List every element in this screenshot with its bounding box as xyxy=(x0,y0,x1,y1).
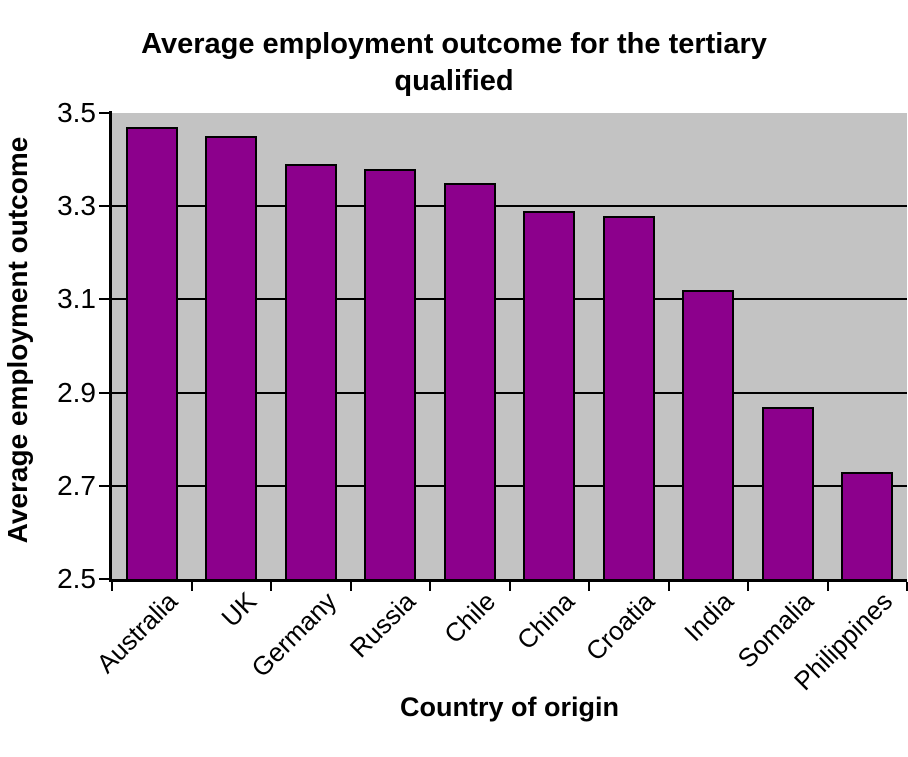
x-tick-10 xyxy=(906,582,908,591)
y-tick-label-3.3: 3.3 xyxy=(57,190,96,222)
bar-russia xyxy=(364,169,417,579)
chart-title: Average employment outcome for the terti… xyxy=(54,26,854,100)
bar-uk xyxy=(205,136,258,579)
y-axis-line xyxy=(109,111,112,582)
gridline-2.9 xyxy=(112,391,907,394)
x-tick-6 xyxy=(588,582,590,591)
x-tick-5 xyxy=(508,582,511,591)
bar-india xyxy=(682,290,735,579)
bar-somalia xyxy=(761,407,814,579)
x-tick-8 xyxy=(747,582,749,591)
plot-area xyxy=(112,113,907,579)
bar-australia xyxy=(125,127,178,579)
y-tick-3.5 xyxy=(99,112,109,114)
y-tick-2.9 xyxy=(99,391,109,394)
x-axis-line xyxy=(109,579,907,582)
x-axis-title: Country of origin xyxy=(400,692,619,722)
y-tick-label-3.5: 3.5 xyxy=(57,97,96,128)
gridline-3.3 xyxy=(112,205,907,208)
y-axis-title: Average employment outcome xyxy=(2,136,33,544)
chart-title-line-1: Average employment outcome for the terti… xyxy=(141,28,767,60)
y-tick-2.7 xyxy=(99,484,109,487)
x-tick-0 xyxy=(111,582,113,591)
y-tick-label-2.9: 2.9 xyxy=(57,376,96,408)
gridline-3.1 xyxy=(112,298,907,301)
y-tick-3.1 xyxy=(99,298,109,301)
gridline-2.7 xyxy=(112,484,907,487)
y-tick-2.5 xyxy=(99,578,109,580)
x-tick-4 xyxy=(429,582,431,591)
x-tick-7 xyxy=(667,582,670,591)
bar-philippines xyxy=(841,472,894,579)
y-tick-label-3.1: 3.1 xyxy=(57,283,96,315)
chart-title-line-2: qualified xyxy=(394,65,514,97)
x-tick-9 xyxy=(826,582,829,591)
x-tick-2 xyxy=(270,582,272,591)
x-tick-3 xyxy=(349,582,352,591)
bar-china xyxy=(523,211,576,579)
y-tick-label-2.5: 2.5 xyxy=(57,563,96,594)
bar-chile xyxy=(443,183,496,579)
bar-germany xyxy=(284,164,337,579)
x-tick-1 xyxy=(190,582,193,591)
y-tick-3.3 xyxy=(99,205,109,208)
bar-croatia xyxy=(602,216,655,579)
y-tick-label-2.7: 2.7 xyxy=(57,469,96,501)
